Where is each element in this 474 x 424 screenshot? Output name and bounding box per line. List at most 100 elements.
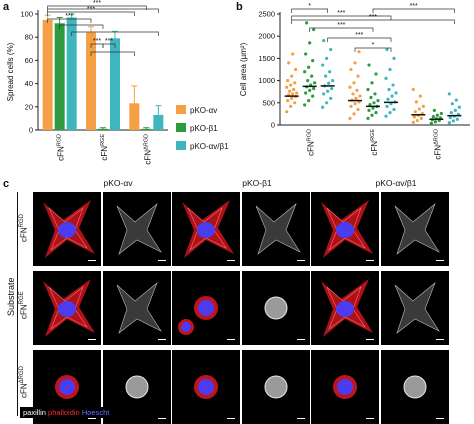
micrograph-merged [311,271,379,345]
data-point [432,108,436,112]
data-point [367,63,371,67]
column-header-pko-b1: pKO-β1 [242,178,272,188]
data-point [421,104,425,108]
data-point [390,94,394,98]
data-point [356,74,360,78]
y-tick-label: 2000 [258,32,275,41]
cell-nucleus [59,379,75,395]
data-point [447,121,451,125]
data-point [355,88,359,92]
data-point [353,61,357,65]
significance-bracket [47,18,92,23]
stain-hoescht: Hoescht [81,408,110,417]
scale-bar [436,259,444,261]
micrograph-paxillin [103,350,171,424]
scale-bar [88,259,96,261]
data-point [448,115,452,120]
micrograph-merged [172,350,240,424]
panel-letter-c: c [3,178,10,190]
data-point [303,103,307,107]
significance-bracket [47,8,159,13]
data-point [374,72,378,76]
data-point [368,102,372,107]
category-label: cFNRGE [100,134,109,161]
data-point [312,86,316,91]
category-label: cFNΔRGD [433,129,442,160]
significance-bracket [102,43,116,48]
category-label: cFNRGE [370,129,379,156]
significance-bracket [47,11,135,16]
data-point [287,61,291,65]
panel-letter-a: a [3,1,10,13]
data-point [414,100,418,104]
data-point [294,67,298,72]
data-point [327,81,331,85]
significance-label: *** [87,6,95,13]
significance-label: *** [355,32,363,39]
data-point [329,96,333,100]
scale-bar [158,417,166,419]
scale-bar [436,338,444,340]
micrograph-paxillin [242,192,310,266]
data-point [384,76,388,80]
cell-nucleus [337,379,353,395]
data-point [313,81,317,85]
y-tick-label: 20 [25,102,33,111]
scale-bar [297,417,305,419]
legend-swatch [176,123,186,132]
data-point [374,110,378,115]
scale-bar [88,338,96,340]
legend-swatch [176,105,186,114]
significance-label: *** [93,0,101,7]
bar [86,32,96,131]
data-point [385,104,389,108]
data-point [388,67,392,72]
scale-bar [366,259,374,261]
micrograph-merged [172,271,240,345]
substrate-bracket [17,192,18,416]
cell-fibers [187,207,227,251]
data-point [324,74,328,78]
cell-nucleus [58,222,76,238]
data-point [306,79,310,83]
significance-bracket [47,5,147,10]
cell-fibers [48,286,88,330]
data-point [285,85,289,89]
significance-bracket [327,37,392,42]
data-point [455,117,459,121]
data-point [305,21,309,25]
micrograph-paxillin [103,192,171,266]
cell-nucleus [197,222,215,238]
data-point [354,96,358,100]
scatter-chart-cell-area: 0 500 1000 1500 2000 2500 Cell area (µm²) cFNRG… [239,3,470,160]
data-point [392,107,396,112]
data-point [330,86,334,91]
data-point [289,104,293,108]
significance-label: * [372,42,375,49]
data-point [429,121,433,125]
scale-bar [88,417,96,419]
significance-label: *** [410,3,418,10]
cell-paxillin [116,203,162,255]
significance-label: *** [337,10,345,17]
significance-label: *** [105,38,113,45]
micrograph-paxillin [103,271,171,345]
significance-bracket [291,19,455,24]
significance-label: *** [369,14,377,21]
cell-fibers [326,207,366,251]
panel-b: b 0 500 1000 1500 2000 2500 Cell area (µm²) cFN… [234,0,474,178]
micrograph-paxillin [242,271,310,345]
significance-label: *** [337,22,345,29]
data-point [391,83,395,87]
column-header-pko-av: pKO-αv [103,178,133,188]
data-point [366,116,370,120]
stain-paxillin: paxillin [23,408,46,417]
micrograph-merged [33,271,101,345]
data-point [348,116,352,120]
data-point [349,67,353,72]
data-point [418,94,422,98]
data-point [307,98,311,103]
significance-bracket [354,47,392,52]
panel-c: c pKO-αv pKO-β1 pKO-αv/β1 Substrate cFNR… [0,176,474,424]
stain-phalloidin: phalloidin [48,408,80,417]
